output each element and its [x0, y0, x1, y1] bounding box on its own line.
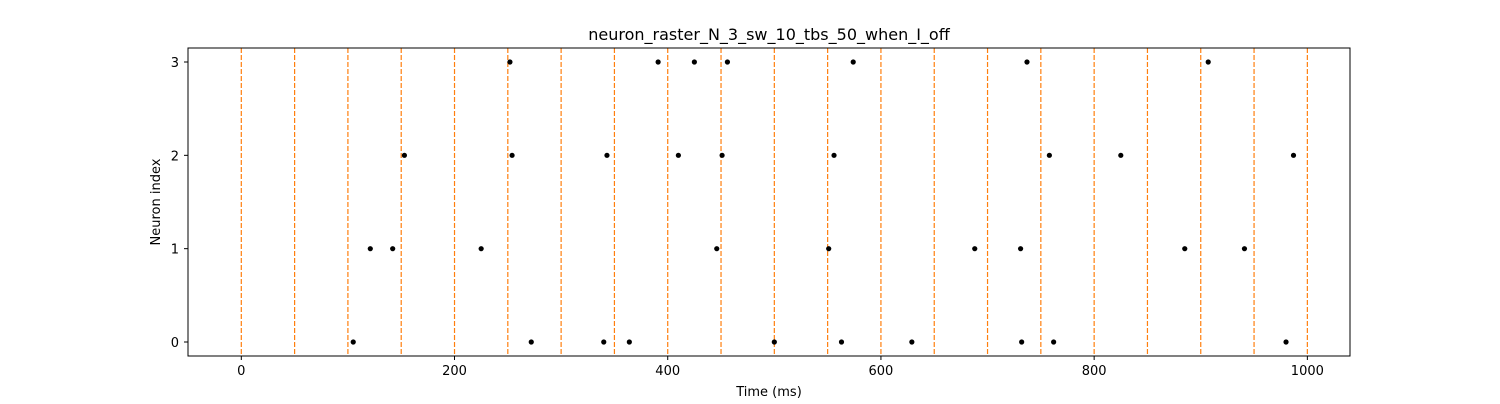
spike-point — [1118, 152, 1124, 158]
spike-point — [1283, 339, 1289, 345]
x-tick-label: 200 — [442, 364, 467, 379]
x-axis-ticks: 0 200 400 600 800 1000 — [237, 356, 1324, 379]
y-axis-ticks: 0 1 2 3 — [171, 56, 188, 351]
y-tick-label: 3 — [171, 56, 179, 71]
spike-point — [909, 339, 915, 345]
spike-point — [528, 339, 534, 345]
spike-point — [719, 152, 725, 158]
spike-point — [1017, 246, 1024, 252]
vertical-marker-lines — [240, 48, 1308, 356]
chart-title: neuron_raster_N_3_sw_10_tbs_50_when_I_of… — [588, 25, 950, 45]
spike-point — [1046, 152, 1052, 158]
spike-point — [626, 339, 632, 345]
y-tick-label: 1 — [171, 243, 179, 258]
spike-points — [350, 59, 1297, 345]
spike-point — [1024, 59, 1030, 65]
spike-point — [1019, 339, 1025, 345]
spike-point — [509, 152, 515, 158]
spike-point — [972, 246, 978, 252]
spike-point — [675, 152, 681, 158]
spike-point — [367, 246, 373, 252]
plot-frame — [187, 47, 1351, 357]
spike-point — [1205, 59, 1211, 65]
spike-point — [478, 246, 484, 252]
x-axis-label: Time (ms) — [735, 385, 802, 400]
spike-point — [714, 246, 720, 252]
spike-point — [390, 246, 396, 252]
y-tick-label: 0 — [171, 336, 179, 351]
spike-point — [655, 59, 661, 65]
x-tick-label: 600 — [869, 364, 894, 379]
spike-point — [601, 339, 607, 345]
spike-point — [771, 339, 777, 345]
spike-point — [401, 152, 408, 158]
y-axis-label: Neuron index — [149, 158, 164, 245]
x-tick-label: 0 — [237, 364, 245, 379]
spike-point — [350, 339, 356, 345]
spike-point — [724, 59, 731, 65]
spike-point — [1051, 339, 1057, 345]
x-tick-label: 800 — [1082, 364, 1107, 379]
spike-point — [1290, 152, 1297, 158]
spike-point — [850, 59, 856, 65]
spike-point — [1182, 246, 1188, 252]
spike-point — [838, 339, 845, 345]
spike-point — [831, 152, 837, 158]
spike-point — [1241, 246, 1248, 252]
y-tick-label: 2 — [171, 149, 179, 164]
spike-point — [604, 152, 610, 158]
spike-point — [826, 246, 832, 252]
spike-point — [507, 59, 513, 65]
x-tick-label: 1000 — [1291, 364, 1324, 379]
x-tick-label: 400 — [655, 364, 680, 379]
spike-point — [691, 59, 697, 65]
